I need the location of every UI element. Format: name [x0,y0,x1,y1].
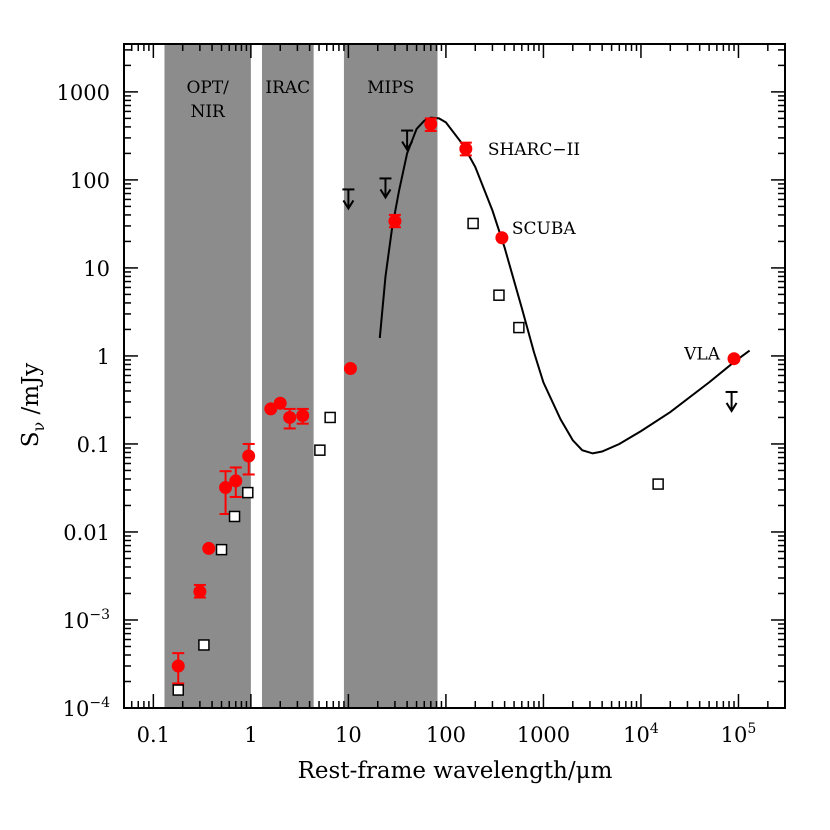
detection-point-11 [388,214,402,228]
comparison-point-8 [493,289,505,301]
band-1 [261,44,314,708]
band-2 [343,44,438,708]
band-label-2-0: MIPS [367,78,414,98]
upper-limit-arrowhead-0 [342,199,355,211]
y-tick-label-4: 1 [97,345,110,369]
band-label-1-0: IRAC [265,78,310,98]
detection-point-13 [459,142,473,156]
wavelength-bands: OPT/NIR IRAC MIPS [164,44,438,708]
y-axis-title: Sν /mJy [18,363,48,448]
comparison-point-2 [215,543,228,556]
band-0 [164,44,251,708]
band-label-0-1: NIR [190,102,226,122]
model-curve [378,116,751,455]
data-points [171,117,741,696]
axis-ticks: 0.1 1 10 100 1000 104 105 10−4 10−3 0.01 0.1 1 10 100… [57,44,786,747]
upper-limit-arrowhead-3 [725,402,738,413]
x-tick-label-2: 10 [335,723,362,747]
x-tick-label-5: 104 [623,721,659,747]
y-tick-label-5: 10 [83,257,110,281]
detection-point-2 [202,541,216,555]
detection-point-8 [283,410,297,424]
y-axis-title-subscript: ν [29,422,48,432]
detection-point-4 [229,474,243,488]
detection-point-12 [424,117,438,131]
comparison-point-7 [467,217,479,230]
detection-point-6 [264,402,278,416]
x-tick-label-0: 0.1 [137,723,170,747]
comparison-point-5 [314,444,326,456]
y-tick-label-2: 0.01 [63,521,110,545]
x-tick-label-1: 1 [244,723,257,747]
comparison-point-0 [172,684,185,696]
upper-limit-arrowhead-1 [379,188,392,200]
detection-point-5 [242,449,256,463]
y-tick-label-1: 10−3 [63,607,110,633]
y-tick-label-7: 1000 [57,81,110,105]
comparison-point-1 [198,639,210,651]
x-tick-label-3: 100 [426,723,466,747]
comparison-point-6 [324,411,336,424]
comparison-point-3 [228,510,241,523]
detection-point-14 [495,231,509,245]
detection-point-9 [296,409,310,423]
x-axis-title: Rest-frame wavelength/μm [298,758,613,784]
detection-point-0 [171,659,185,673]
detection-point-1 [193,585,207,599]
detection-point-10 [343,361,357,375]
upper-limit-arrowhead-2 [401,141,413,152]
x-tick-label-4: 1000 [517,723,570,747]
annotations: SHARC−II SCUBA VLA [488,140,721,365]
detection-point-3 [219,481,233,495]
annotation-1: SCUBA [512,219,576,239]
comparison-point-10 [652,478,664,490]
comparison-point-4 [242,486,254,499]
axis-labels: Rest-frame wavelength/μm Sν /mJy [18,363,613,784]
y-tick-label-3: 0.1 [77,433,110,457]
comparison-point-9 [513,321,525,334]
annotation-0: SHARC−II [488,140,580,160]
y-axis-title-unit: /mJy [18,363,44,422]
band-label-0-0: OPT/ [186,78,229,98]
detection-point-7 [273,396,287,410]
model-curve-layer [378,116,751,455]
detection-point-15 [727,352,741,366]
y-tick-label-0: 10−4 [63,695,110,721]
x-tick-label-6: 105 [721,721,757,747]
y-tick-label-6: 100 [70,169,110,193]
annotation-2: VLA [683,345,721,365]
